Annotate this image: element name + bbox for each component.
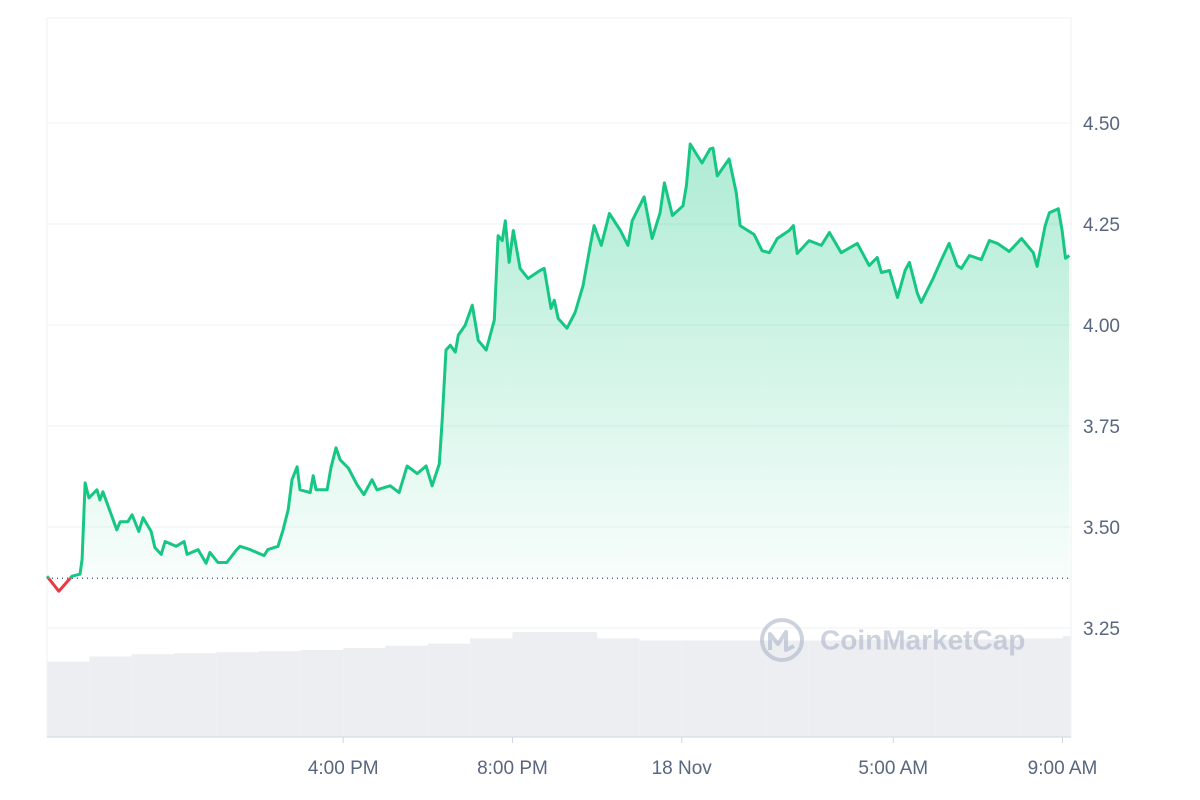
volume-bar — [173, 653, 217, 737]
y-tick-label: 4.50 — [1083, 114, 1120, 135]
volume-bar — [554, 632, 598, 737]
y-tick-label: 3.50 — [1083, 518, 1120, 539]
volume-bar — [597, 638, 640, 737]
x-tick-label: 8:00 PM — [477, 758, 548, 779]
volume-bar — [470, 638, 513, 737]
volume-bar — [935, 639, 978, 737]
volume-bar — [681, 640, 725, 737]
price-line — [45, 142, 1071, 579]
plot-layer — [45, 142, 1071, 593]
volume-bar — [300, 650, 344, 737]
volume-bar — [766, 640, 809, 737]
volume-bar — [893, 639, 936, 737]
volume-bar — [808, 640, 851, 737]
volume-bar — [47, 661, 90, 737]
x-tick-label: 4:00 PM — [308, 758, 379, 779]
volume-bar — [385, 645, 428, 737]
volume-bar — [216, 652, 259, 737]
volume-bar — [977, 639, 1021, 737]
watermark: CoinMarketCap — [760, 618, 1025, 662]
volume-layer — [47, 632, 1071, 737]
y-tick-label: 4.00 — [1083, 316, 1120, 337]
axis-layer: 3.25 3.50 3.75 4.00 4.25 4.50 4:00 PM 8:00 PM 18… — [47, 114, 1120, 779]
volume-bar — [512, 632, 555, 737]
volume-bar — [131, 654, 174, 737]
y-tick-label: 4.25 — [1083, 215, 1120, 236]
volume-bar — [639, 640, 682, 737]
volume-bar — [343, 647, 386, 737]
x-tick-label: 5:00 AM — [858, 758, 928, 779]
volume-bar — [1062, 636, 1071, 737]
x-tick-label: 9:00 AM — [1028, 758, 1098, 779]
volume-bar — [1020, 638, 1063, 737]
y-tick-label: 3.75 — [1083, 417, 1120, 438]
volume-bar — [850, 639, 894, 737]
area — [47, 144, 1070, 579]
volume-bar — [258, 651, 301, 737]
volume-bar — [427, 643, 471, 737]
x-tick-label: 18 Nov — [652, 758, 713, 779]
volume-bar — [724, 640, 767, 737]
y-tick-label: 3.25 — [1083, 619, 1120, 640]
watermark-text: CoinMarketCap — [820, 624, 1025, 655]
volume-bar — [89, 656, 132, 737]
